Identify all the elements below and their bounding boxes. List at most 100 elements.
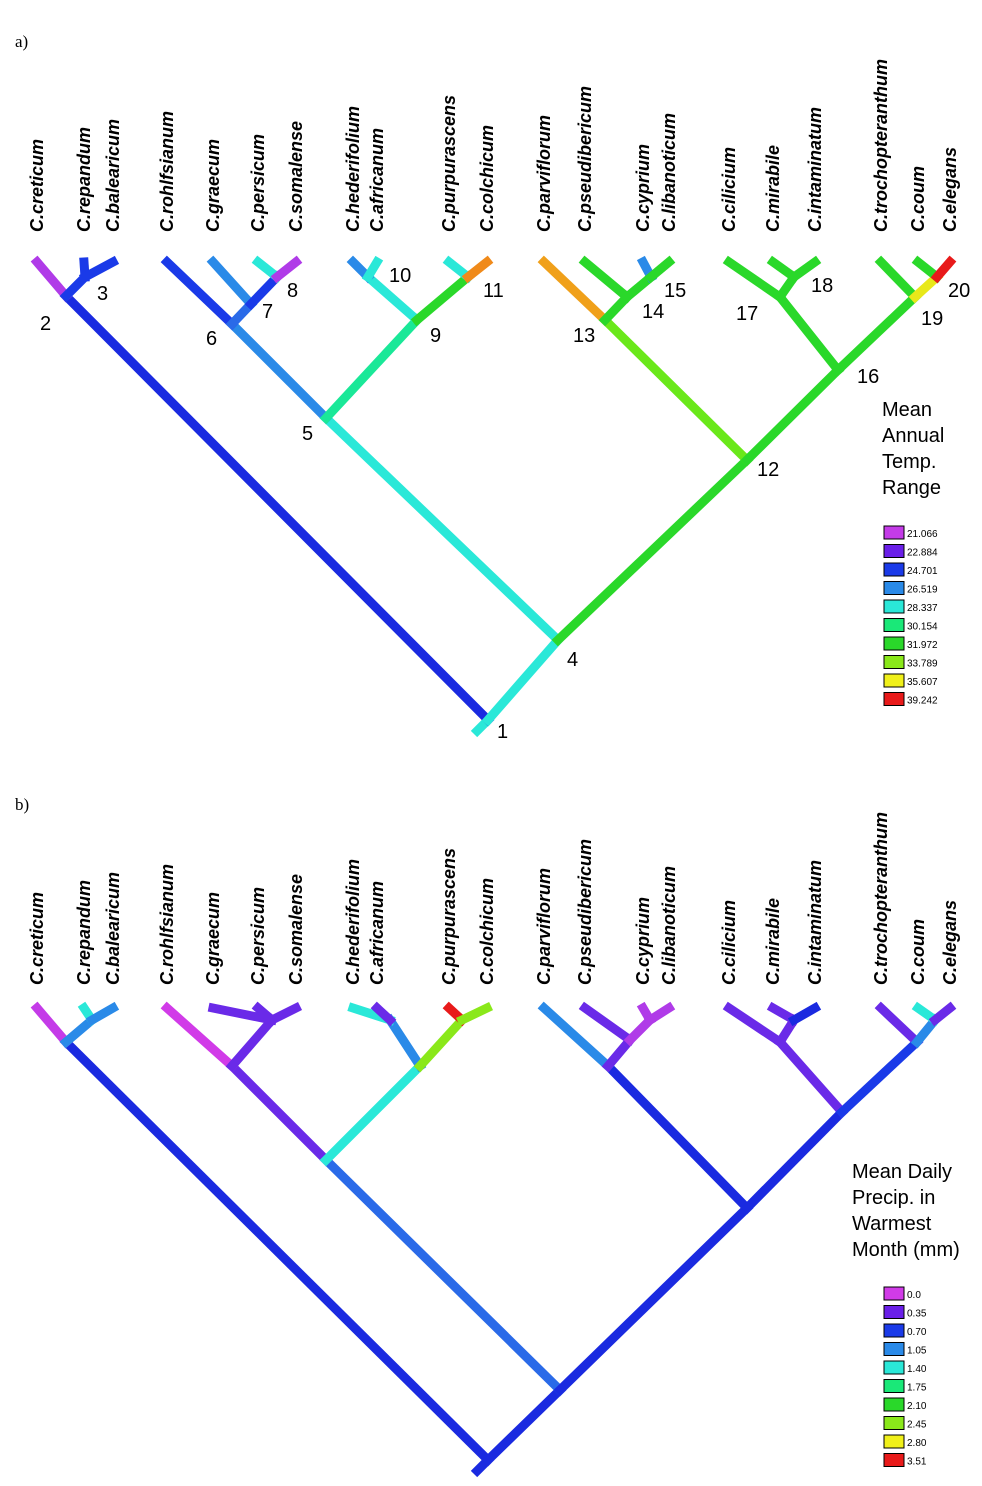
tree-branch (265, 1001, 303, 1027)
taxon-label: C.repandum (74, 127, 94, 232)
taxon-label: C.graecum (203, 139, 223, 232)
taxon-label: C.hederifolium (343, 859, 363, 985)
node-number: 15 (664, 280, 686, 302)
node-number: 13 (573, 325, 595, 347)
tree-branch (225, 297, 258, 331)
tree-branch (319, 1059, 427, 1167)
tree-branch (370, 1001, 397, 1027)
taxon-label: C.rohlfsianum (157, 111, 177, 232)
legend-swatch (883, 1323, 905, 1338)
taxon-label: C.balearicum (103, 119, 123, 232)
taxon-label: C.purpurascens (439, 848, 459, 985)
node-number: 9 (430, 325, 441, 347)
tree-branch (410, 270, 475, 327)
node-number: 5 (302, 423, 313, 445)
taxon-label: C.creticum (27, 139, 47, 232)
tree-branch (740, 1105, 849, 1215)
tree-branch (244, 270, 284, 311)
legend-value: 1.05 (907, 1346, 927, 1357)
legend-swatch (883, 544, 905, 558)
taxon-label: C.coum (908, 919, 928, 985)
taxon-label: C.cilicium (719, 900, 739, 985)
tree-branch (361, 270, 424, 327)
node-number: 7 (262, 301, 273, 323)
node-number: 4 (567, 649, 578, 671)
tree-branch (270, 255, 303, 284)
tree-branch (643, 1001, 676, 1027)
tree-branch (206, 255, 258, 311)
tree-branch (59, 289, 495, 727)
tree-branch (908, 270, 944, 304)
taxon-label: C.trochopteranthum (871, 59, 891, 232)
panel-a-label: a) (15, 32, 29, 51)
legend-title-line: Range (882, 477, 941, 499)
legend-title-line: Mean Daily (852, 1161, 952, 1183)
legend-swatch (883, 1342, 905, 1356)
taxon-label: C.parviflorum (534, 115, 554, 232)
legend-swatch (883, 525, 905, 540)
tree-branch (160, 255, 239, 331)
node-number: 11 (483, 280, 504, 302)
legend-value: 2.10 (907, 1401, 927, 1412)
taxon-label: C.cyprium (633, 144, 653, 232)
legend-title-line: Mean (882, 399, 932, 421)
legend-title-line: Precip. in (852, 1187, 935, 1209)
node-number: 20 (948, 280, 970, 302)
tree-branch (319, 313, 424, 425)
tree-branch (773, 1035, 849, 1119)
taxon-label: C.colchicum (477, 878, 497, 985)
taxon-label: C.cyprium (633, 897, 653, 985)
tree-branch (598, 290, 634, 327)
tree-branch (383, 1013, 427, 1073)
legend-title-line: Month (mm) (852, 1239, 960, 1261)
tree-branch (30, 1001, 73, 1049)
tree-branch (598, 313, 754, 467)
legend-swatch (883, 1434, 905, 1449)
legend-value: 22.884 (907, 548, 938, 559)
tree-branch (59, 1035, 495, 1467)
panel-a-tree: C.creticum C.repandum C.balearicum C.rohlfs… (27, 59, 970, 743)
tree-branch (874, 1001, 924, 1049)
tree-branch (85, 1001, 120, 1027)
taxon-label: C.coum (908, 166, 928, 232)
legend-value: 3.51 (907, 1457, 927, 1468)
tree-branch (319, 1153, 567, 1397)
legend-value: 0.70 (907, 1327, 927, 1338)
taxon-label: C.cilicium (719, 147, 739, 232)
tree-branch (59, 1013, 99, 1049)
node-number: 1 (497, 721, 508, 743)
legend-value: 28.337 (907, 603, 938, 614)
taxon-label: C.africanum (367, 128, 387, 232)
legend-swatch (883, 655, 905, 669)
taxon-label: C.purpurascens (439, 95, 459, 232)
legend-swatch (883, 581, 905, 595)
legend-swatch (883, 1453, 905, 1467)
taxon-label: C.somalense (286, 121, 306, 232)
tree-branch (874, 255, 922, 304)
taxon-label: C.trochopteranthum (871, 812, 891, 985)
taxon-label: C.intaminatum (805, 860, 825, 985)
tree-branch (928, 1001, 957, 1027)
tree-branch (225, 317, 333, 425)
legend-value: 0.0 (907, 1290, 921, 1301)
taxon-label: C.libanoticum (659, 866, 679, 985)
legend-value: 2.45 (907, 1420, 927, 1431)
node-number: 14 (642, 301, 664, 323)
taxon-label: C.libanoticum (659, 113, 679, 232)
tree-branch (831, 290, 922, 377)
tree-branch (722, 1001, 787, 1049)
legend-value: 39.242 (907, 696, 938, 707)
taxon-label: C.graecum (203, 892, 223, 985)
legend-title-line: Temp. (882, 451, 936, 473)
legend-value: 0.35 (907, 1309, 927, 1320)
legend-value: 1.40 (907, 1364, 927, 1375)
tree-branch (578, 255, 634, 304)
panel-b-tree: C.creticum C.repandum C.balearicum C.rohlfs… (27, 812, 960, 1478)
taxon-label: C.balearicum (103, 872, 123, 985)
taxon-label: C.hederifolium (343, 106, 363, 232)
legend-swatch (883, 1286, 905, 1301)
taxon-label: C.parviflorum (534, 868, 554, 985)
node-number: 8 (287, 280, 298, 302)
legend-title-line: Annual (882, 425, 944, 447)
tree-branch (461, 255, 494, 284)
